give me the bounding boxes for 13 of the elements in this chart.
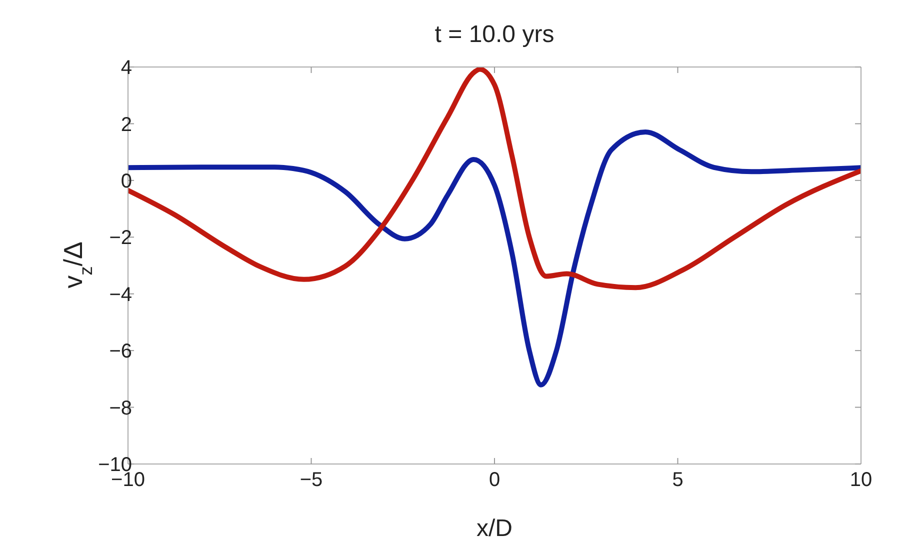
x-axis-title: x/D (476, 515, 512, 542)
chart-title: t = 10.0 yrs (434, 21, 554, 48)
x-tick-label: 0 (488, 469, 500, 492)
y-tick-label: 4 (120, 57, 132, 80)
y-tick-label: −8 (109, 397, 132, 420)
y-tick-label: −2 (109, 227, 132, 250)
x-tick-label: 10 (850, 469, 872, 492)
y-tick-label: 2 (120, 114, 132, 136)
y-tick-label: 0 (120, 170, 132, 193)
y-tick-label: −6 (109, 340, 132, 363)
x-tick-label: −5 (300, 469, 323, 492)
y-tick-label: −4 (109, 284, 132, 306)
x-tick-label: 5 (672, 469, 684, 492)
